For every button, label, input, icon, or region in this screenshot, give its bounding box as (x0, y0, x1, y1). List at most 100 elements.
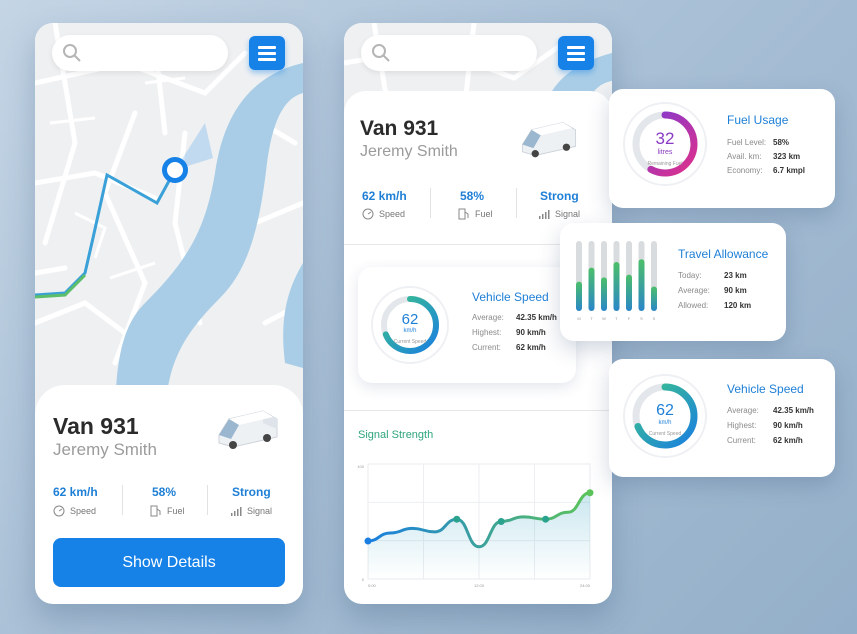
vehicle-speed-title: Vehicle Speed (472, 290, 549, 304)
signal-bars-icon (539, 210, 550, 219)
travel-bar (626, 274, 632, 311)
vehicle-name: Van 931 (360, 117, 439, 140)
fuel-pump-icon (150, 505, 161, 517)
travel-bar (601, 277, 607, 311)
speed-label: Speed (379, 209, 406, 219)
travel-bar (651, 286, 657, 311)
signal-area (368, 492, 590, 579)
speed-stat: Speed (362, 208, 405, 220)
fuel-label: Fuel (167, 506, 185, 516)
divider (516, 188, 517, 218)
signal-stat: Signal (538, 208, 580, 220)
driver-name: Jeremy Smith (360, 143, 458, 160)
travel-bar (613, 262, 620, 311)
travel-bar (588, 267, 595, 311)
menu-button[interactable] (249, 36, 285, 70)
y-tick-label: 100 (357, 464, 364, 469)
map-graphic (35, 23, 303, 423)
search-bar[interactable] (52, 35, 228, 71)
signal-label: Signal (555, 209, 581, 219)
signal-strength-title: Signal Strength (358, 429, 434, 441)
fuel-pump-icon (458, 208, 469, 220)
details-panel: Van 931 Jeremy Smith 62 km/h Speed 58% F… (344, 91, 612, 604)
menu-icon (258, 46, 276, 49)
signal-stat: Signal (230, 505, 272, 517)
van-image (218, 410, 278, 449)
vehicle-speed-card[interactable]: 62 km/h Current Speed Vehicle Speed Aver… (358, 267, 576, 383)
divider (207, 485, 208, 515)
speedometer-icon (53, 505, 65, 517)
day-label: M (577, 316, 580, 321)
fuel-value: 58% (152, 485, 177, 499)
van-image (521, 122, 577, 158)
signal-label: Signal (247, 506, 273, 516)
signal-strength-chart: 100 0 0:00 12:00 24:00 (357, 463, 594, 588)
fuel-gauge-ring (623, 102, 707, 186)
signal-data-point (364, 537, 372, 545)
divider (344, 410, 612, 411)
speed-value: 62 km/h (362, 189, 407, 203)
speed-gauge-value: 62 (656, 402, 674, 419)
y-tick-label: 0 (362, 577, 365, 582)
fuel-stat: Fuel (150, 505, 185, 517)
fuel-stat: Fuel (458, 208, 493, 220)
signal-value: Strong (232, 485, 271, 499)
signal-data-point (542, 515, 550, 523)
speed-gauge-caption: Current Speed (393, 339, 427, 345)
phone-details-screen: Van 931 Jeremy Smith 62 km/h Speed 58% F… (344, 23, 612, 604)
fuel-gauge: 32 litres Remaining Fuel (622, 101, 708, 187)
day-label: T (590, 316, 593, 321)
fuel-gauge-unit: litres (657, 149, 673, 156)
speed-gauge-unit: km/h (658, 420, 672, 426)
signal-data-point (497, 518, 505, 525)
speed-gauge-value: 62 (401, 311, 419, 328)
search-bar[interactable] (361, 35, 537, 71)
divider (122, 485, 123, 515)
vehicle-speed-title: Vehicle Speed (727, 382, 804, 396)
menu-button[interactable] (558, 36, 594, 70)
search-icon (63, 44, 81, 62)
signal-value: Strong (540, 189, 579, 203)
speed-value: 62 km/h (53, 485, 98, 499)
fuel-usage-card[interactable]: 32 litres Remaining Fuel Fuel Usage Fuel… (609, 89, 835, 208)
day-label: F (628, 316, 631, 321)
show-details-button[interactable]: Show Details (53, 538, 285, 587)
speed-gauge-caption: Current Speed (648, 431, 682, 437)
signal-data-point (453, 515, 461, 523)
speed-label: Speed (70, 506, 97, 516)
speedometer-icon (362, 208, 374, 220)
fuel-value: 58% (460, 189, 485, 203)
menu-icon (567, 46, 585, 49)
speed-stat: Speed (53, 505, 96, 517)
phone-map-screen: Van 931 Jeremy Smith 62 km/h Speed 58% F… (35, 23, 303, 604)
x-tick-label: 12:00 (474, 583, 485, 588)
fuel-usage-title: Fuel Usage (727, 113, 789, 127)
fuel-label: Fuel (475, 209, 493, 219)
fuel-gauge-caption: Remaining Fuel (647, 161, 683, 167)
fuel-gauge-value: 32 (655, 129, 675, 148)
travel-bar (638, 259, 645, 311)
speed-gauge: 62 km/h Current Speed (370, 285, 450, 365)
day-label: S (640, 316, 643, 321)
x-tick-label: 0:00 (368, 583, 377, 588)
driver-name: Jeremy Smith (53, 440, 157, 459)
speed-gauge: 62 km/h Current Speed (622, 373, 708, 459)
speed-gauge-ring (623, 374, 707, 458)
divider (344, 244, 612, 245)
speed-gauge-unit: km/h (403, 328, 417, 334)
vehicle-name: Van 931 (53, 413, 139, 439)
x-tick-label: 24:00 (580, 583, 591, 588)
day-label: S (653, 316, 656, 321)
search-icon (372, 44, 390, 62)
day-label: W (602, 316, 606, 321)
vehicle-speed-card[interactable]: 62 km/h Current Speed Vehicle Speed Aver… (609, 359, 835, 477)
map-view[interactable] (35, 23, 303, 423)
travel-allowance-title: Travel Allowance (678, 247, 769, 261)
divider (430, 188, 431, 218)
travel-bar (576, 281, 582, 311)
signal-bars-icon (231, 507, 242, 516)
signal-data-point (586, 489, 594, 497)
speed-gauge-ring (371, 286, 449, 364)
signal-series-line (366, 491, 592, 549)
